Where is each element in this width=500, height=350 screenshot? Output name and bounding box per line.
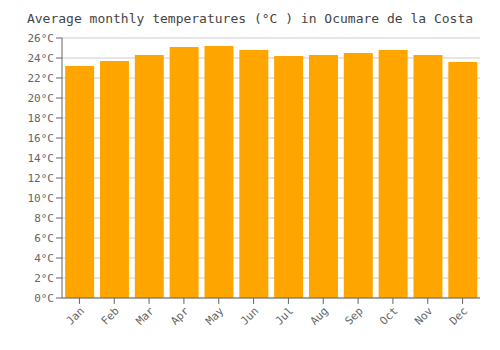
svg-text:2°C: 2°C xyxy=(34,272,54,285)
svg-text:26°C: 26°C xyxy=(28,32,55,45)
svg-text:Sep: Sep xyxy=(342,304,365,327)
svg-text:6°C: 6°C xyxy=(34,232,54,245)
svg-text:Jun: Jun xyxy=(238,304,261,327)
svg-text:24°C: 24°C xyxy=(28,52,55,65)
svg-text:Aug: Aug xyxy=(308,304,331,327)
svg-text:4°C: 4°C xyxy=(34,252,54,265)
svg-text:Nov: Nov xyxy=(412,304,436,328)
svg-text:18°C: 18°C xyxy=(28,112,55,125)
svg-text:12°C: 12°C xyxy=(28,172,55,185)
html-text:Average monthly temperatures (: Average monthly temperatures (°C ) in Oc… xyxy=(26,11,474,26)
svg-text:May: May xyxy=(203,304,227,328)
svg-text:0°C: 0°C xyxy=(34,292,54,305)
svg-text:10°C: 10°C xyxy=(28,192,55,205)
svg-text:Oct: Oct xyxy=(377,304,400,327)
svg-text:Apr: Apr xyxy=(168,304,192,328)
svg-text:Feb: Feb xyxy=(99,304,122,327)
svg-text:16°C: 16°C xyxy=(28,132,55,145)
svg-text:Dec: Dec xyxy=(447,304,470,327)
svg-text:Jul: Jul xyxy=(273,304,296,327)
svg-text:8°C: 8°C xyxy=(34,212,54,225)
svg-text:20°C: 20°C xyxy=(28,92,55,105)
svg-text:14°C: 14°C xyxy=(28,152,55,165)
svg-text:Jan: Jan xyxy=(64,304,87,327)
svg-text:22°C: 22°C xyxy=(28,72,55,85)
svg-text:Mar: Mar xyxy=(133,304,157,328)
